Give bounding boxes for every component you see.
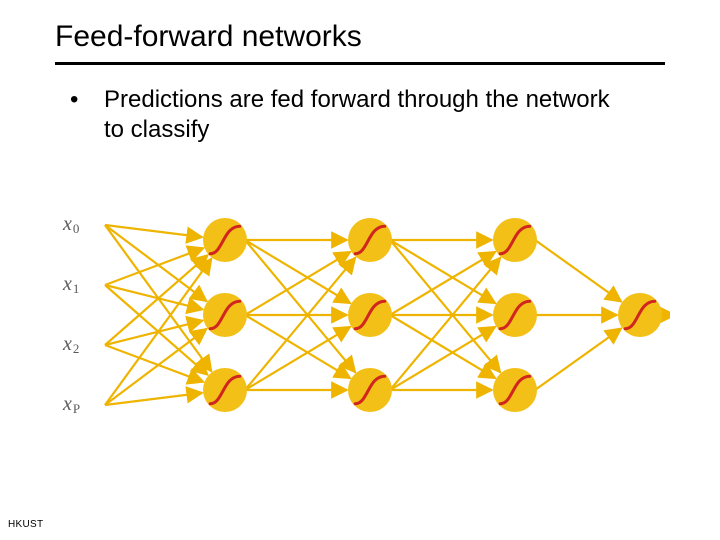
edge — [535, 240, 621, 302]
network-diagram: x0 x1 x2 xP — [60, 185, 670, 465]
bullet-item: • Predictions are fed forward through th… — [70, 85, 630, 145]
neuron — [203, 368, 247, 412]
neuron — [203, 293, 247, 337]
neuron — [348, 218, 392, 262]
neuron — [493, 293, 537, 337]
edge — [535, 328, 621, 390]
input-label: x1 — [63, 273, 79, 297]
neuron — [203, 218, 247, 262]
bullet-text: Predictions are fed forward through the … — [104, 85, 630, 145]
input-label: xP — [63, 393, 80, 417]
neuron — [493, 368, 537, 412]
neuron — [618, 293, 662, 337]
slide-title: Feed-forward networks — [55, 20, 362, 54]
network-svg — [60, 185, 670, 465]
edge — [390, 327, 495, 390]
bullet-marker: • — [70, 85, 78, 115]
edge — [245, 240, 350, 303]
slide: Feed-forward networks • Predictions are … — [0, 0, 720, 540]
edge — [105, 248, 203, 285]
neuron — [348, 293, 392, 337]
footer-label: HKUST — [8, 519, 43, 530]
input-label: x2 — [63, 333, 79, 357]
edge — [390, 240, 495, 303]
edge — [105, 345, 203, 382]
edge — [245, 327, 350, 390]
neuron — [493, 218, 537, 262]
neuron — [348, 368, 392, 412]
input-label: x0 — [63, 213, 79, 237]
title-underline — [55, 62, 665, 65]
